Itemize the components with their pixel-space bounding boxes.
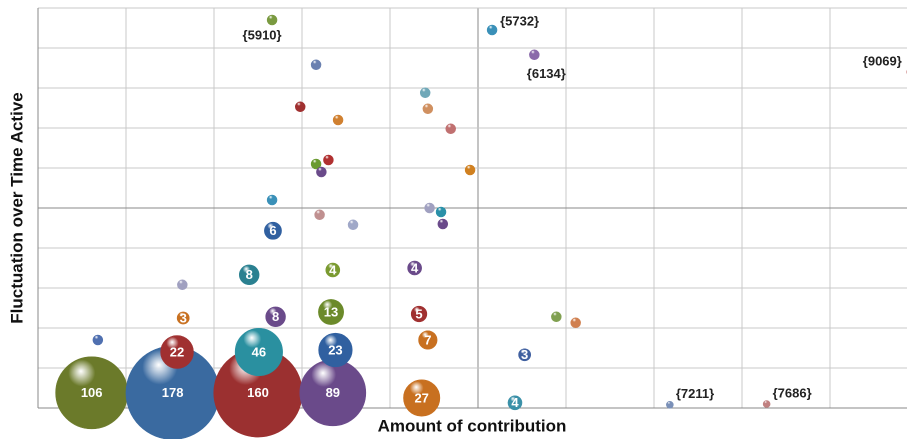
bubble-label: 89 (326, 385, 340, 400)
bubble (437, 218, 449, 230)
bubble (407, 260, 422, 276)
bubble-label: 46 (252, 344, 266, 359)
bubble (294, 101, 306, 113)
bubble (316, 166, 327, 178)
bubble (318, 299, 344, 325)
bubble-label: 3 (180, 310, 187, 325)
annotation: {7211} (676, 386, 714, 401)
bubble (92, 334, 104, 346)
annotation: {5910} (243, 27, 282, 42)
annotation: {7686} (773, 385, 812, 400)
bubble (422, 103, 434, 115)
bubble-label: 23 (328, 342, 342, 357)
bubble-label: 4 (511, 395, 519, 410)
bubble (310, 158, 322, 170)
bubble (314, 209, 325, 221)
bubble (666, 400, 674, 409)
bubble (486, 24, 498, 36)
annotation: {9069} (863, 53, 902, 68)
bubble (264, 221, 282, 240)
bubble (419, 87, 431, 99)
bubble-label: 8 (246, 267, 253, 282)
bubble-label: 8 (272, 309, 279, 324)
bubble (239, 264, 260, 285)
bubble (332, 114, 344, 126)
bubble-label: 27 (414, 390, 428, 405)
bubble (507, 395, 523, 411)
bubble (570, 317, 581, 329)
bubble (435, 206, 447, 218)
bubble (266, 194, 278, 206)
bubble (518, 348, 532, 362)
bubble (347, 219, 359, 231)
y-axis-label: Fluctuation over Time Active (7, 92, 26, 323)
bubble-label: 106 (81, 385, 103, 400)
annotation: {6134} (527, 66, 566, 81)
bubble (403, 379, 441, 417)
bubble (464, 164, 476, 176)
bubble (445, 123, 456, 135)
bubble (424, 202, 435, 214)
bubble-label: 4 (411, 260, 419, 275)
bubble (176, 311, 190, 325)
bubble (551, 311, 562, 323)
bubble-label: 13 (324, 304, 338, 319)
bubble-label: 22 (170, 344, 184, 359)
bubble-label: 7 (424, 332, 431, 347)
bubble-label: 4 (329, 262, 337, 277)
bubble (762, 400, 771, 408)
bubble (318, 332, 353, 368)
bubble-label: 160 (247, 385, 269, 400)
bubble-label: 5 (415, 306, 422, 321)
bubble (410, 305, 428, 323)
bubble (234, 327, 283, 377)
x-axis-label: Amount of contribution (378, 416, 567, 435)
bubble (323, 154, 334, 166)
bubble-label: 3 (521, 347, 528, 362)
bubble (265, 306, 286, 327)
bubble (266, 14, 278, 26)
bubble (529, 49, 540, 61)
annotation: {5732} (500, 13, 539, 28)
bubble (418, 330, 438, 350)
bubble (160, 335, 194, 369)
bubble (325, 262, 341, 278)
bubble (177, 279, 188, 291)
bubble-label: 178 (162, 385, 184, 400)
bubble-label: 6 (269, 223, 276, 238)
bubble (310, 59, 322, 71)
